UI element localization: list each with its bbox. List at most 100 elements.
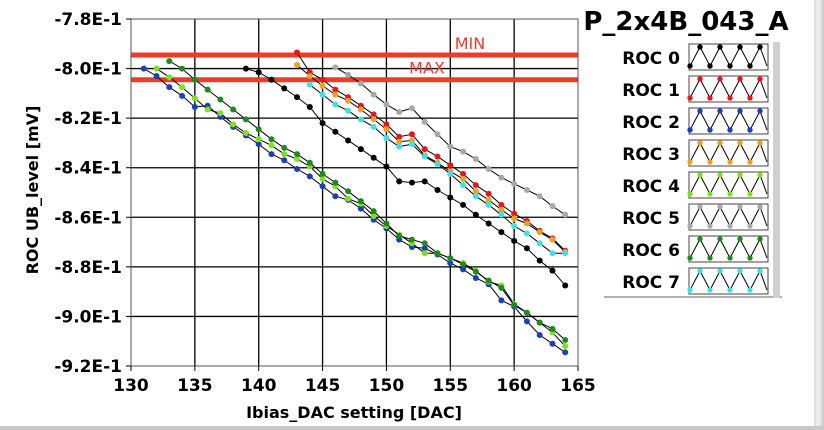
- series-roc-3: [294, 61, 569, 255]
- data-point: [447, 143, 454, 150]
- data-point: [370, 154, 377, 161]
- data-point: [179, 92, 186, 99]
- legend-label: ROC 0: [622, 49, 680, 69]
- data-point: [357, 146, 364, 153]
- data-point: [306, 81, 313, 88]
- data-point: [523, 309, 530, 316]
- limit-label-max: MAX: [409, 59, 445, 78]
- data-point: [281, 151, 288, 158]
- data-point: [383, 101, 390, 108]
- data-point: [460, 201, 467, 208]
- data-point: [549, 236, 556, 243]
- data-point: [332, 91, 339, 98]
- data-point: [421, 240, 428, 247]
- data-point: [523, 220, 530, 227]
- y-tick-label: -8.6E-1: [54, 208, 122, 228]
- legend-swatch-point: [717, 268, 723, 274]
- data-point: [511, 222, 518, 229]
- legend-swatch-point: [727, 127, 733, 133]
- legend-label: ROC 3: [622, 145, 680, 165]
- legend-swatch-point: [707, 191, 713, 197]
- legend-item-roc-6: ROC 6: [622, 235, 769, 263]
- data-point: [357, 106, 364, 113]
- legend-swatch-point: [757, 268, 763, 274]
- legend-swatch-point: [687, 127, 693, 133]
- legend-swatch-point: [737, 140, 743, 146]
- data-point: [268, 76, 275, 83]
- data-point: [268, 136, 275, 143]
- data-point: [319, 183, 326, 190]
- data-point: [498, 297, 505, 304]
- data-point: [357, 80, 364, 87]
- legend-swatch-point: [697, 172, 703, 178]
- data-point: [447, 162, 454, 169]
- data-point: [434, 250, 441, 257]
- data-point: [345, 195, 352, 202]
- data-point: [383, 126, 390, 133]
- legend-swatch-point: [717, 108, 723, 114]
- data-point: [536, 332, 543, 339]
- data-point: [549, 325, 556, 332]
- data-point: [485, 201, 492, 208]
- legend-swatch-point: [757, 140, 763, 146]
- legend-swatch-point: [757, 236, 763, 242]
- data-point: [498, 211, 505, 218]
- data-point: [460, 175, 467, 182]
- data-point: [383, 163, 390, 170]
- legend-swatch-point: [707, 63, 713, 69]
- data-point: [408, 141, 415, 148]
- legend-swatch-point: [697, 236, 703, 242]
- legend-swatch-point: [747, 159, 753, 165]
- legend-item-roc-5: ROC 5: [622, 203, 769, 231]
- data-point: [319, 175, 326, 182]
- data-point: [281, 157, 288, 164]
- data-point: [140, 65, 147, 72]
- data-point: [294, 49, 301, 56]
- legend-swatch-point: [717, 204, 723, 210]
- data-point: [345, 97, 352, 104]
- data-point: [562, 349, 569, 356]
- data-point: [434, 187, 441, 194]
- data-point: [472, 211, 479, 218]
- legend-swatch-point: [757, 76, 763, 82]
- limit-label-min: MIN: [455, 34, 486, 53]
- legend-label: ROC 5: [622, 209, 680, 229]
- legend-swatch-point: [707, 95, 713, 101]
- legend-swatch-point: [687, 63, 693, 69]
- data-point: [447, 194, 454, 201]
- legend-label: ROC 2: [622, 113, 680, 133]
- data-point: [472, 268, 479, 275]
- legend-label: ROC 4: [622, 177, 680, 197]
- legend-swatch-point: [737, 236, 743, 242]
- x-tick-label: 155: [433, 376, 469, 396]
- data-point: [345, 137, 352, 144]
- data-point: [447, 255, 454, 262]
- data-point: [268, 151, 275, 158]
- legend-swatch-point: [717, 44, 723, 50]
- legend-swatch-point: [727, 159, 733, 165]
- data-point: [562, 343, 569, 350]
- legend-swatch-point: [747, 63, 753, 69]
- data-point: [485, 196, 492, 203]
- legend-item-roc-4: ROC 4: [622, 171, 769, 199]
- data-point: [485, 277, 492, 284]
- data-point: [204, 86, 211, 93]
- window-frame-right: [814, 0, 824, 430]
- data-point: [268, 142, 275, 149]
- data-point: [281, 144, 288, 151]
- data-point: [230, 121, 237, 128]
- data-point: [345, 107, 352, 114]
- data-point: [294, 165, 301, 172]
- data-point: [511, 237, 518, 244]
- data-point: [191, 103, 198, 110]
- data-point: [357, 205, 364, 212]
- data-point: [383, 121, 390, 128]
- legend: ROC 0 ROC 1 ROC 2 ROC 3 ROC 4 ROC 5 ROC 6 ROC 7: [604, 40, 782, 298]
- data-point: [511, 215, 518, 222]
- data-point: [472, 156, 479, 163]
- y-tick-label: -9.0E-1: [54, 307, 122, 327]
- data-point: [536, 240, 543, 247]
- data-point: [408, 179, 415, 186]
- grid: [131, 19, 578, 366]
